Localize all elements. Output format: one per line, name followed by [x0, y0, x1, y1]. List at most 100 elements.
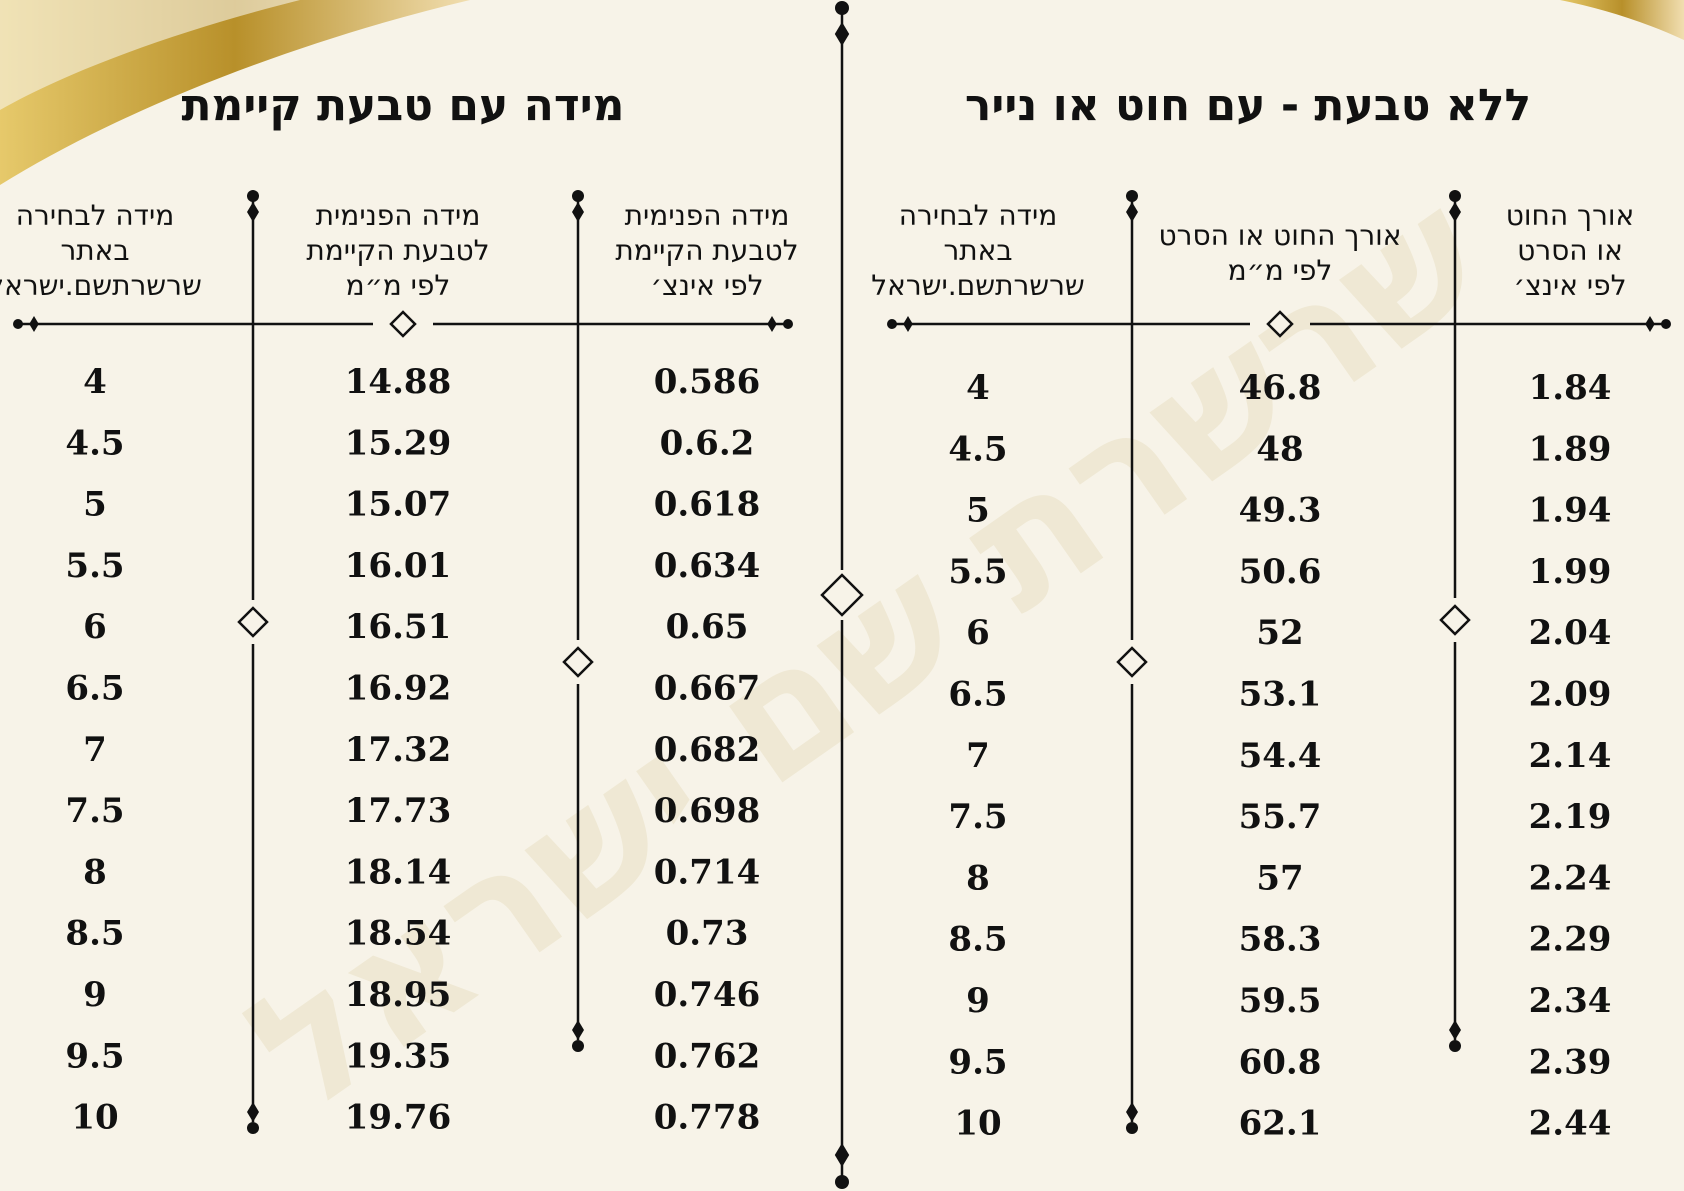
cell: 60.8 [1239, 1042, 1322, 1082]
cell: 19.35 [345, 1036, 451, 1076]
cell: 2.39 [1529, 1042, 1612, 1082]
cell: 15.07 [345, 485, 451, 525]
cell: 7 [83, 730, 107, 770]
cell: 62.1 [1239, 1104, 1322, 1144]
cell: 9.5 [65, 1036, 124, 1076]
cell: 59.5 [1239, 981, 1322, 1021]
rule-tip [572, 202, 584, 222]
rule-dot [887, 319, 897, 329]
cell: 10 [954, 1104, 1001, 1144]
cell: 2.04 [1529, 613, 1612, 653]
cell: 18.54 [345, 914, 451, 954]
cell: 9 [83, 975, 107, 1015]
cell: 5.5 [65, 546, 124, 586]
column-header: או הסרט [1517, 234, 1623, 267]
rule-tip [572, 1020, 584, 1040]
column-header: מידה הפנימית [316, 199, 481, 232]
cell: 0.634 [654, 546, 760, 586]
cell: 58.3 [1239, 920, 1322, 960]
cell: 0.778 [654, 1098, 760, 1138]
cell: 0.586 [654, 362, 760, 402]
rule-tip [29, 316, 39, 332]
cell: 0.6.2 [660, 423, 755, 463]
rule-diamond [1439, 604, 1471, 636]
cell: 2.34 [1529, 981, 1612, 1021]
cell: 6.5 [948, 675, 1007, 715]
column-header: לטבעת הקיימת [615, 234, 798, 267]
column-header: מידה לבחירה [899, 199, 1058, 232]
cell: 9.5 [948, 1042, 1007, 1082]
cell: 9 [966, 981, 990, 1021]
column-header: אורך החוט או הסרט [1158, 219, 1401, 252]
column-header: מידה לבחירה [16, 199, 175, 232]
rule-dot [247, 190, 259, 202]
column-header: לטבעת הקיימת [306, 234, 489, 267]
rule-dot [1126, 1122, 1138, 1134]
cell: 2.19 [1529, 797, 1612, 837]
cell: 4.5 [948, 429, 1007, 469]
cell: 2.29 [1529, 920, 1612, 960]
rule-tip [834, 22, 850, 46]
cell: 6 [966, 613, 990, 653]
cell: 5 [966, 491, 990, 531]
gold-swoosh-light [0, 0, 300, 110]
column-header: שרשרתשם.ישראל [871, 269, 1085, 302]
cell: 52 [1256, 613, 1303, 653]
rule-tip [1645, 316, 1655, 332]
rule-tip [247, 1102, 259, 1122]
cell: 7.5 [948, 797, 1007, 837]
rule-dot [13, 319, 23, 329]
gold-swoosh [1560, 0, 1684, 40]
cell: 4.5 [65, 423, 124, 463]
cell: 6 [83, 607, 107, 647]
rule-tip [1449, 202, 1461, 222]
cell: 55.7 [1239, 797, 1322, 837]
cell: 0.667 [654, 669, 760, 709]
cell: 1.94 [1529, 491, 1612, 531]
rule-tip [1126, 202, 1138, 222]
cell: 5.5 [948, 552, 1007, 592]
rule-diamond [1116, 646, 1148, 678]
cell: 8 [966, 858, 990, 898]
rule-dot [835, 1175, 849, 1189]
cell: 17.32 [345, 730, 451, 770]
cell: 18.95 [345, 975, 451, 1015]
cell: 5 [83, 485, 107, 525]
rule-dot [1661, 319, 1671, 329]
rule-tip [1449, 1020, 1461, 1040]
column-header: באתר [60, 234, 129, 267]
cell: 19.76 [345, 1098, 451, 1138]
cell: 16.01 [345, 546, 451, 586]
rule-diamond [562, 646, 594, 678]
cell: 0.746 [654, 975, 760, 1015]
cell: 15.29 [345, 423, 451, 463]
rule-tip [767, 316, 777, 332]
cell: 1.89 [1529, 429, 1612, 469]
cell: 50.6 [1239, 552, 1322, 592]
column-header: לפי אינצ׳ [1514, 269, 1627, 302]
cell: 1.84 [1529, 368, 1612, 408]
rule-dot [572, 1040, 584, 1052]
center-diamond [820, 573, 864, 617]
cell: 49.3 [1239, 491, 1322, 531]
header-diamond [389, 310, 417, 338]
rule-dot [1449, 1040, 1461, 1052]
cell: 7 [966, 736, 990, 776]
cell: 2.44 [1529, 1104, 1612, 1144]
cell: 16.51 [345, 607, 451, 647]
rule-dot [1126, 190, 1138, 202]
header-diamond [1266, 310, 1294, 338]
column-header: לפי אינצ׳ [651, 269, 764, 302]
cell: 0.682 [654, 730, 760, 770]
cell: 10 [71, 1098, 118, 1138]
column-header: אורך החוט [1506, 199, 1634, 232]
rule-dot [835, 1, 849, 15]
cell: 17.73 [345, 791, 451, 831]
column-header: לפי מ״מ [346, 269, 451, 302]
cell: 0.698 [654, 791, 760, 831]
rule-tip [247, 202, 259, 222]
column-header: שרשרתשם.ישראל [0, 269, 202, 302]
cell: 53.1 [1239, 675, 1322, 715]
